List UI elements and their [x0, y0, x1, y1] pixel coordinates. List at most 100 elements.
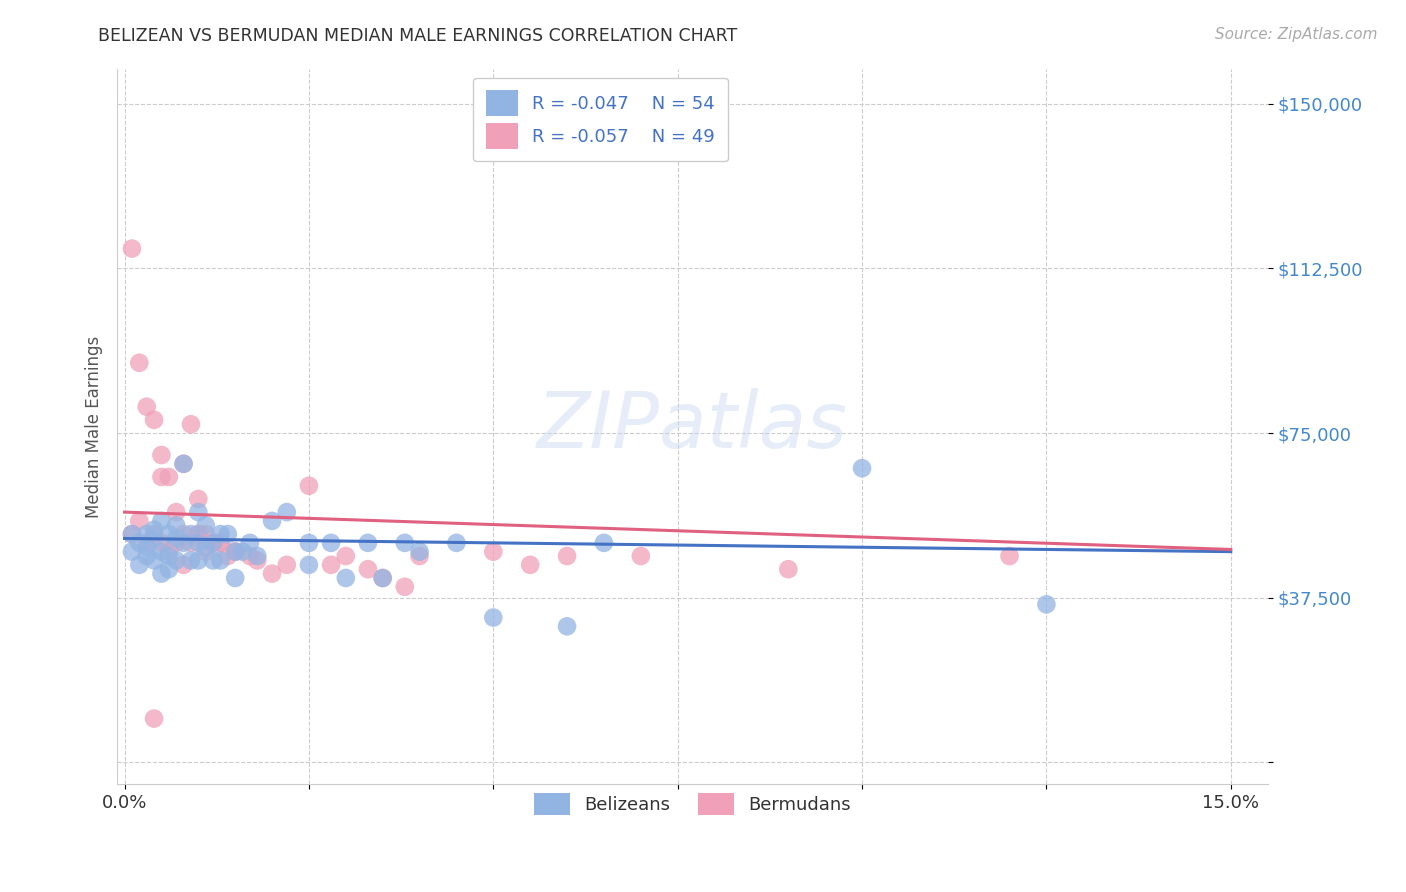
Point	[157, 549, 180, 563]
Point	[180, 527, 202, 541]
Point	[202, 536, 225, 550]
Point	[128, 558, 150, 572]
Point	[394, 580, 416, 594]
Point	[187, 491, 209, 506]
Point	[224, 544, 246, 558]
Point	[165, 553, 187, 567]
Point	[1035, 598, 1057, 612]
Point	[482, 544, 505, 558]
Point	[371, 571, 394, 585]
Point	[778, 562, 800, 576]
Point	[335, 571, 357, 585]
Point	[157, 544, 180, 558]
Point	[150, 566, 173, 581]
Point	[260, 566, 283, 581]
Point	[180, 417, 202, 432]
Point	[150, 514, 173, 528]
Point	[298, 558, 321, 572]
Point	[446, 536, 468, 550]
Point	[555, 619, 578, 633]
Y-axis label: Median Male Earnings: Median Male Earnings	[86, 335, 103, 517]
Point	[232, 544, 254, 558]
Point	[194, 541, 217, 555]
Point	[408, 544, 430, 558]
Point	[143, 413, 166, 427]
Point	[173, 558, 195, 572]
Point	[276, 558, 298, 572]
Point	[150, 544, 173, 558]
Point	[371, 571, 394, 585]
Point	[482, 610, 505, 624]
Point	[209, 536, 232, 550]
Point	[157, 562, 180, 576]
Point	[319, 536, 342, 550]
Point	[150, 448, 173, 462]
Point	[143, 523, 166, 537]
Point	[593, 536, 616, 550]
Point	[121, 544, 143, 558]
Point	[224, 544, 246, 558]
Point	[408, 549, 430, 563]
Point	[165, 505, 187, 519]
Point	[335, 549, 357, 563]
Legend: Belizeans, Bermudans: Belizeans, Bermudans	[523, 781, 862, 825]
Point	[143, 532, 166, 546]
Point	[319, 558, 342, 572]
Point	[194, 518, 217, 533]
Point	[630, 549, 652, 563]
Text: BELIZEAN VS BERMUDAN MEDIAN MALE EARNINGS CORRELATION CHART: BELIZEAN VS BERMUDAN MEDIAN MALE EARNING…	[98, 27, 738, 45]
Point	[998, 549, 1021, 563]
Point	[217, 549, 239, 563]
Point	[143, 712, 166, 726]
Point	[135, 549, 157, 563]
Point	[135, 400, 157, 414]
Point	[260, 514, 283, 528]
Point	[121, 527, 143, 541]
Point	[128, 356, 150, 370]
Text: ZIPatlas: ZIPatlas	[537, 389, 848, 465]
Point	[173, 457, 195, 471]
Point	[194, 527, 217, 541]
Point	[157, 470, 180, 484]
Point	[239, 549, 262, 563]
Point	[173, 527, 195, 541]
Point	[555, 549, 578, 563]
Point	[224, 544, 246, 558]
Point	[187, 505, 209, 519]
Point	[135, 541, 157, 555]
Point	[135, 536, 157, 550]
Point	[187, 553, 209, 567]
Point	[246, 553, 269, 567]
Point	[121, 527, 143, 541]
Point	[202, 536, 225, 550]
Point	[180, 553, 202, 567]
Point	[128, 536, 150, 550]
Point	[143, 553, 166, 567]
Point	[121, 242, 143, 256]
Point	[394, 536, 416, 550]
Point	[150, 470, 173, 484]
Point	[150, 536, 173, 550]
Point	[165, 536, 187, 550]
Point	[519, 558, 541, 572]
Point	[128, 514, 150, 528]
Point	[298, 479, 321, 493]
Point	[165, 518, 187, 533]
Point	[165, 532, 187, 546]
Point	[276, 505, 298, 519]
Point	[194, 544, 217, 558]
Point	[217, 527, 239, 541]
Point	[209, 536, 232, 550]
Point	[357, 562, 380, 576]
Text: Source: ZipAtlas.com: Source: ZipAtlas.com	[1215, 27, 1378, 42]
Point	[298, 536, 321, 550]
Point	[187, 527, 209, 541]
Point	[180, 536, 202, 550]
Point	[209, 527, 232, 541]
Point	[202, 553, 225, 567]
Point	[173, 457, 195, 471]
Point	[157, 527, 180, 541]
Point	[246, 549, 269, 563]
Point	[224, 571, 246, 585]
Point	[851, 461, 873, 475]
